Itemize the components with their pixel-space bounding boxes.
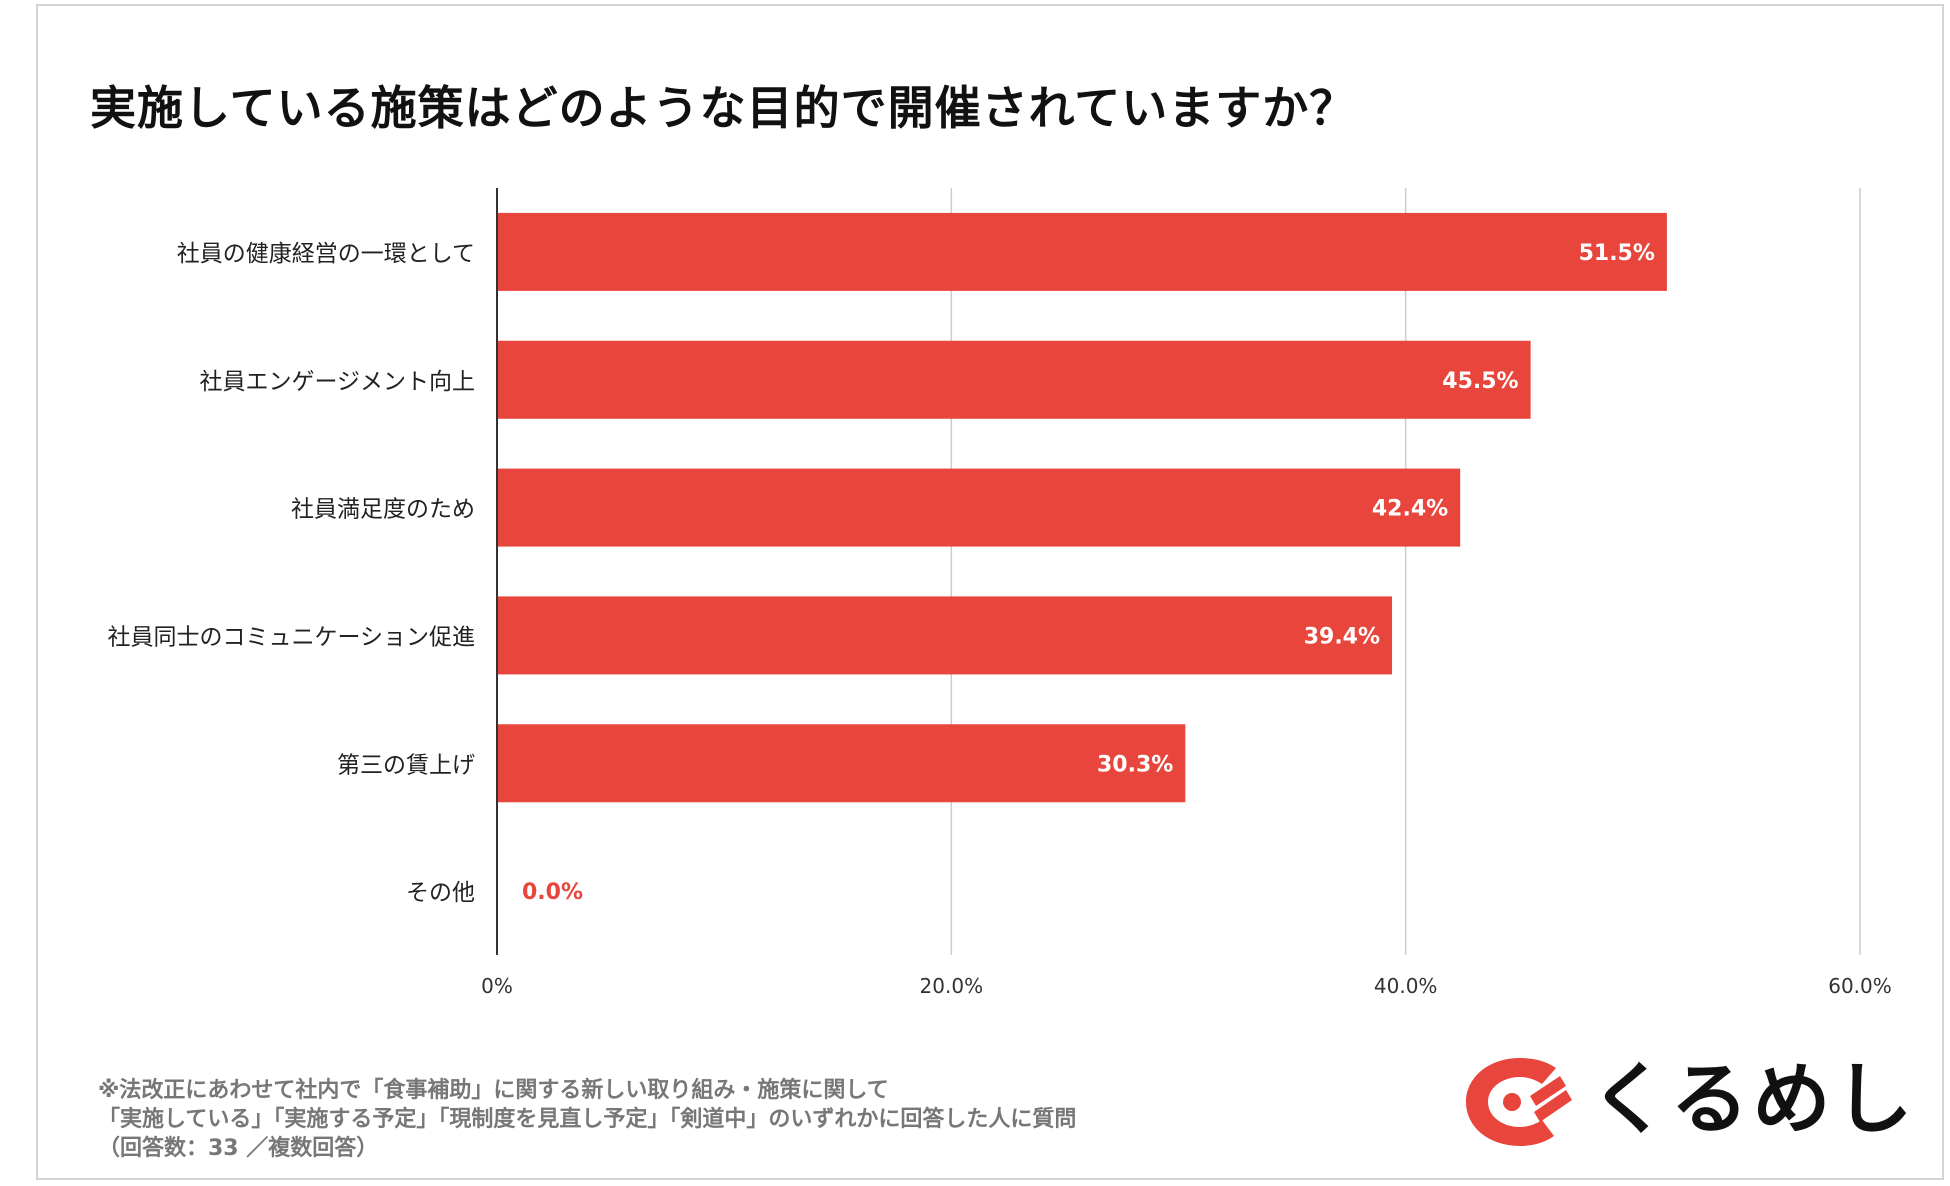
- x-tick-label-1: 20.0%: [920, 974, 984, 998]
- kurumeshi-logo: くるめし: [1460, 1050, 1912, 1150]
- bar-chart: 社員の健康経営の一環として 51.5% 社員エンゲージメント向上 45.5% 社員満足度…: [107, 188, 1892, 998]
- value-label-1: 45.5%: [1442, 369, 1518, 394]
- value-label-4: 30.3%: [1097, 752, 1173, 777]
- value-label-2: 42.4%: [1372, 497, 1448, 522]
- footnote: ※法改正にあわせて社内で「食事補助」に関する新しい取り組み・施策に関して 「実施…: [98, 1076, 1076, 1163]
- chart-title: 実施している施策はどのような目的で開催されていますか？: [90, 81, 1357, 135]
- footnote-line-2: 「実施している」「実施する予定」「現制度を見直し予定」「剣道中」のいずれかに回答…: [98, 1107, 1077, 1132]
- bar-3: [497, 596, 1393, 675]
- logo-text: くるめし: [1590, 1055, 1917, 1145]
- bar-4: [497, 724, 1186, 803]
- bar-1: [497, 340, 1531, 419]
- category-label-5: その他: [406, 880, 475, 906]
- footnote-line-1: ※法改正にあわせて社内で「食事補助」に関する新しい取り組み・施策に関して: [98, 1078, 889, 1103]
- value-label-3: 39.4%: [1304, 624, 1380, 649]
- logo-mark-icon: [1466, 1058, 1572, 1146]
- bar-2: [497, 468, 1461, 547]
- chart-frame: [36, 4, 1944, 1180]
- value-label-0: 51.5%: [1579, 241, 1655, 266]
- category-label-4: 第三の賃上げ: [337, 752, 475, 778]
- category-label-3: 社員同士のコミュニケーション促進: [107, 624, 475, 650]
- bar-0: [497, 212, 1667, 291]
- x-tick-label-0: 0%: [481, 974, 513, 998]
- category-label-2: 社員満足度のため: [291, 497, 475, 523]
- x-tick-label-3: 60.0%: [1828, 974, 1892, 998]
- footnote-line-3: （回答数：33 ／複数回答）: [98, 1136, 379, 1161]
- value-label-5: 0.0%: [522, 880, 583, 905]
- category-label-1: 社員エンゲージメント向上: [199, 369, 475, 395]
- x-tick-label-2: 40.0%: [1374, 974, 1438, 998]
- category-label-0: 社員の健康経営の一環として: [177, 241, 475, 267]
